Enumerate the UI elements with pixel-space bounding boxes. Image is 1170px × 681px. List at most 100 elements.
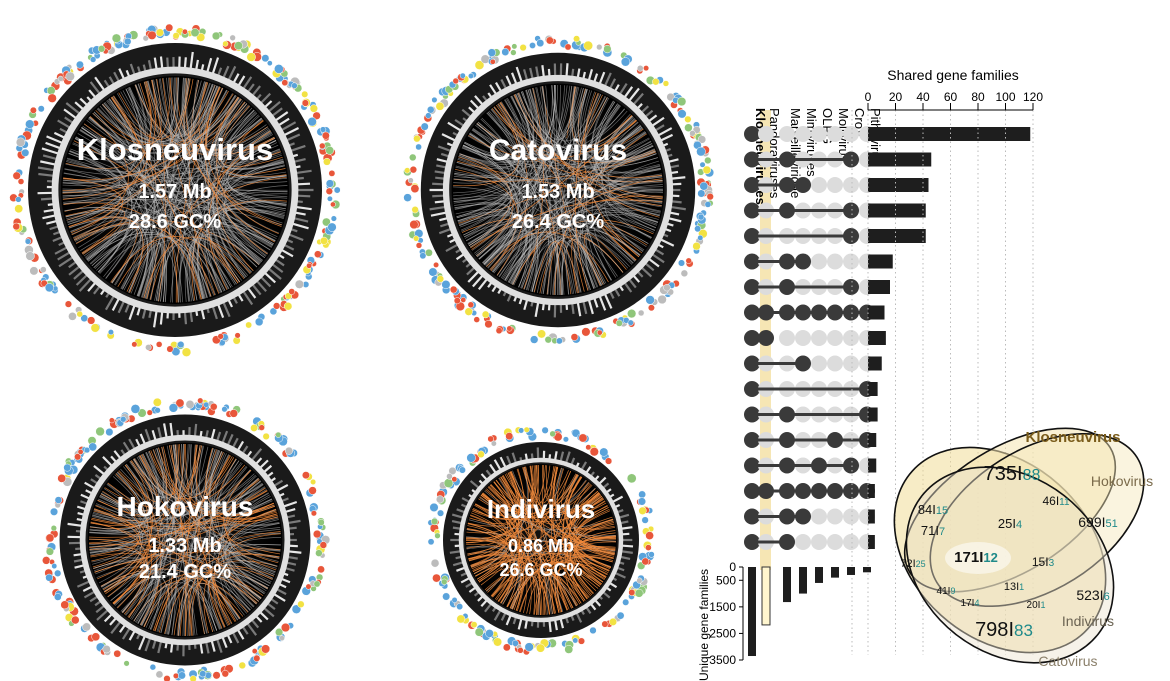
paralog-link [513,126,643,286]
gene-dot [407,177,414,184]
gene-dot [549,430,556,438]
paralog-link [107,464,152,598]
gene-dot [152,397,162,407]
gene-dot [60,600,70,610]
gene-dot [467,301,475,309]
paralog-link [486,112,602,286]
gene-dot [692,242,701,251]
gene-dot [163,675,171,681]
paralog-link [185,444,197,637]
paralog-link [518,92,652,239]
tick-label: 60 [944,90,958,104]
gene-dot [313,580,321,588]
paralog-link [188,567,273,636]
gene-dot [562,436,569,443]
gene-dot [634,588,644,598]
paralog-link [145,452,279,562]
paralog-link [156,575,262,632]
paralog-link [557,468,602,514]
paralog-link [227,136,288,184]
gene-dot [154,407,161,414]
circos-plots [9,23,715,681]
paralog-link [466,536,520,609]
paralog-link [554,492,600,613]
paralog-link [527,89,596,289]
gene-dot [409,153,417,162]
paralog-link [213,94,284,219]
paralog-link [125,578,158,622]
gene-dot [294,279,304,289]
venn-region-h_only: 699I51 [1078,514,1118,530]
gene-dot [97,45,106,53]
gene-dot [251,648,258,654]
paralog-link [525,241,556,295]
paralog-link [65,126,269,218]
intersection-row [744,381,875,397]
paralog-link [97,77,179,144]
gene-dot [12,171,21,180]
paralog-link [500,571,582,604]
paralog-link [459,212,513,251]
gene-dot [428,267,438,277]
intersection-row [744,304,875,321]
paralog-link [542,86,585,292]
gene-dot [511,43,518,50]
matrix-dot-inactive [827,330,843,346]
gene-dot [149,663,157,671]
paralog-link [548,576,564,615]
paralog-link [465,539,599,589]
paralog-link [586,214,658,288]
gene-dot [657,294,667,305]
paralog-link [512,470,552,615]
venn-region-c_lone: 72I25 [900,558,925,570]
paralog-link [475,502,607,522]
gene-dot [627,319,634,326]
gene-dot [297,600,305,608]
gene-dot [436,275,445,283]
gene-dot [706,193,714,201]
paralog-link [510,96,636,262]
paralog-link [465,222,528,285]
gene-dot [328,169,336,177]
gene-dot [288,288,296,295]
paralog-link [552,160,660,295]
paralog-link [161,446,177,636]
matrix-dot-inactive [843,177,859,193]
gene-dot [432,573,441,583]
paralog-link [536,87,607,142]
paralog-link [102,457,235,591]
gene-dot [46,86,56,95]
paralog-link [575,536,616,578]
gene-dot [168,403,179,413]
paralog-link [498,202,662,277]
gene-dot [321,131,330,140]
paralog-link [476,111,521,155]
genome-name: Hokovirus [117,491,254,522]
paralog-link [92,113,258,268]
paralog-link [164,548,281,634]
gene-dot [420,122,429,131]
paralog-link [211,492,269,628]
paralog-link [110,235,239,284]
paralog-link [534,241,572,295]
paralog-link [483,232,575,294]
paralog-link [63,202,202,300]
gene-dot [280,622,291,633]
gene-dot [581,327,591,337]
shared-bar [868,178,929,192]
paralog-link [598,222,643,261]
matrix-dot-inactive [843,330,859,346]
gene-dot [704,201,712,208]
paralog-link [515,93,561,295]
paralog-link [518,165,661,288]
gene-dot [272,302,281,310]
gene-dot [704,156,712,165]
paralog-link [89,448,164,532]
gene-dot [82,622,91,632]
matrix-dot-inactive [843,355,859,372]
gene-dot [189,675,197,681]
region-count-specific: 1 [1019,582,1024,592]
gene-dot [64,300,73,308]
gene-dot [529,42,536,49]
gene-dot [529,335,539,344]
